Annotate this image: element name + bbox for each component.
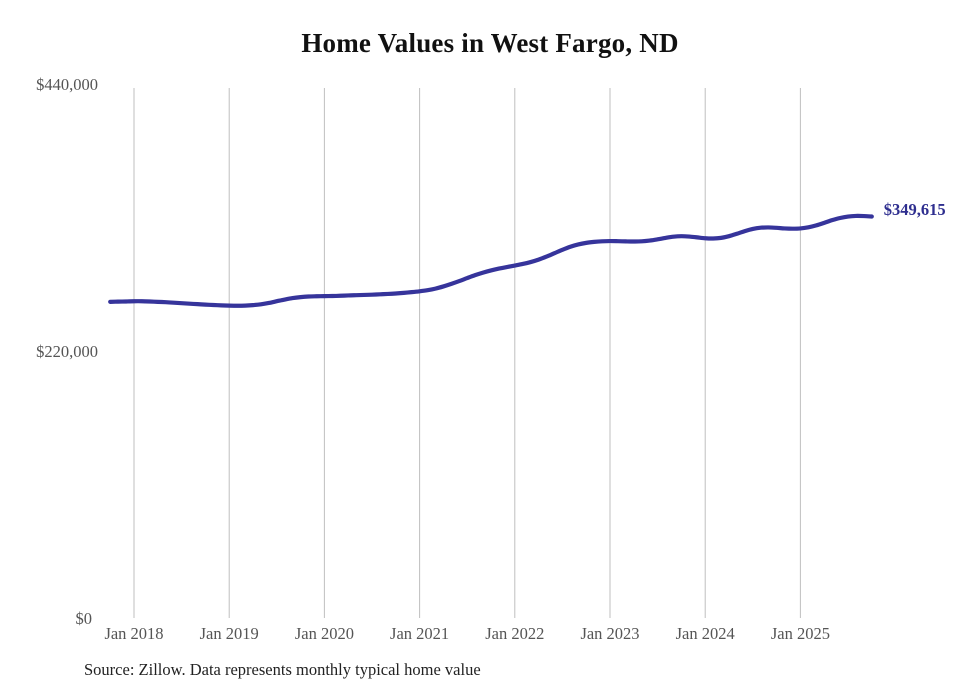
x-axis-tick-jan-2021: Jan 2021 [390,624,450,643]
chart-title: Home Values in West Fargo, ND [301,28,679,58]
y-axis-tick-440000: $440,000 [36,75,98,94]
x-axis-tick-jan-2022: Jan 2022 [485,624,545,643]
x-axis-tick-jan-2024: Jan 2024 [675,624,735,643]
end-value-label: $349,615 [883,199,946,219]
data-series-line [108,213,874,308]
x-axis-tick-jan-2018: Jan 2018 [104,624,164,643]
gridlines [133,88,801,618]
y-axis-tick-220000: $220,000 [36,342,98,361]
y-axis-tick-0: $0 [75,609,93,628]
source-note: Source: Zillow. Data represents monthly … [84,660,481,679]
series-line-typical-home-value [108,213,874,308]
x-axis-tick-jan-2020: Jan 2020 [294,624,354,643]
x-axis-tick-jan-2023: Jan 2023 [580,624,640,643]
x-axis-tick-jan-2019: Jan 2019 [199,624,259,643]
x-axis-tick-jan-2025: Jan 2025 [770,624,830,643]
